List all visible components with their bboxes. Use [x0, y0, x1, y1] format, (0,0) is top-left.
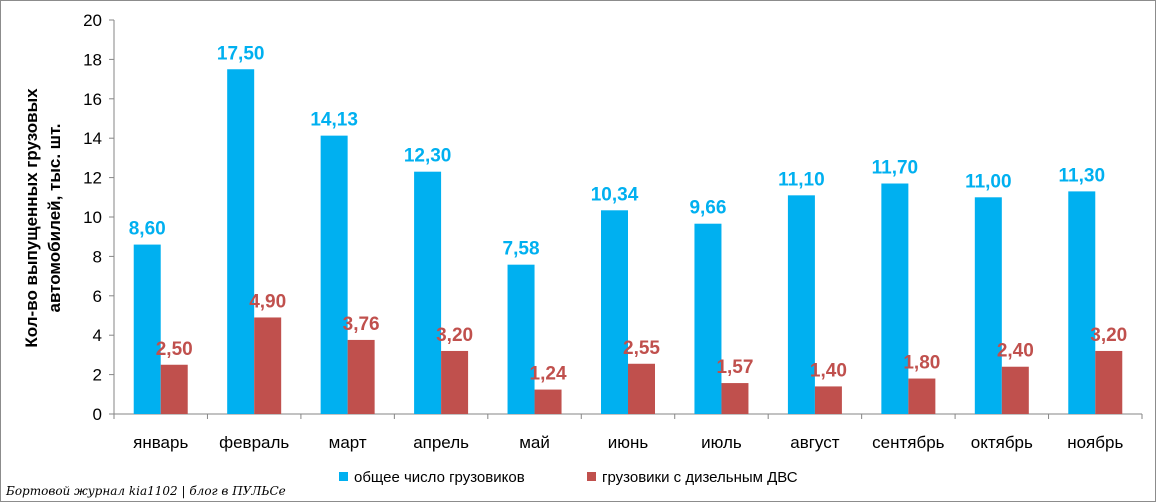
- bar-diesel: [160, 364, 188, 414]
- legend-label-diesel: грузовики с дизельным ДВС: [602, 469, 798, 486]
- category-label: июнь: [608, 433, 649, 452]
- data-label-diesel: 1,40: [810, 360, 847, 381]
- bar-diesel: [628, 363, 655, 414]
- legend-swatch-diesel: [587, 472, 596, 481]
- category-label: апрель: [413, 433, 469, 452]
- bar-total: [601, 210, 628, 414]
- y-tick-label: 6: [93, 287, 102, 306]
- legend: общее число грузовиков грузовики с дизел…: [339, 469, 798, 486]
- bar-total: [1068, 191, 1096, 414]
- data-label-total: 17,50: [217, 43, 265, 64]
- category-label: февраль: [219, 433, 289, 452]
- bar-diesel: [908, 378, 936, 414]
- category-label: сентябрь: [872, 433, 945, 452]
- data-label-total: 14,13: [310, 110, 358, 131]
- y-tick-label: 10: [83, 208, 102, 227]
- data-label-diesel: 2,40: [997, 341, 1034, 362]
- watermark: Бортовой журнал kia1102 | блог в ПУЛЬСе: [6, 484, 286, 498]
- data-label-total: 11,00: [965, 171, 1012, 192]
- y-axis-title: Кол-во выпущенных грузовых автомобилей, …: [22, 88, 64, 348]
- y-tick-label: 4: [93, 326, 102, 345]
- y-tick-label: 2: [93, 366, 102, 385]
- data-label-total: 7,58: [503, 239, 540, 260]
- y-axis-title-line-1: Кол-во выпущенных грузовых: [22, 88, 41, 348]
- y-tick-label: 20: [83, 11, 102, 30]
- bar-total: [414, 171, 442, 414]
- bars: [133, 69, 1123, 414]
- y-axis-title-line-2: автомобилей, тыс. шт.: [45, 123, 64, 312]
- bar-diesel: [1095, 350, 1123, 414]
- category-label: июль: [701, 433, 742, 452]
- category-label: март: [329, 433, 367, 452]
- bar-diesel: [347, 339, 375, 414]
- legend-swatch-total: [339, 472, 348, 481]
- bar-diesel: [1001, 366, 1029, 414]
- y-tick-label: 14: [83, 129, 102, 148]
- category-label: август: [790, 433, 839, 452]
- data-label-diesel: 3,20: [1090, 325, 1127, 346]
- bar-diesel: [721, 383, 749, 414]
- bar-diesel: [441, 350, 469, 414]
- y-tick-label: 18: [83, 50, 102, 69]
- data-label-total: 8,60: [129, 219, 166, 240]
- bar-total: [507, 264, 535, 414]
- data-label-diesel: 3,76: [343, 314, 380, 335]
- data-label-total: 11,70: [872, 158, 919, 179]
- data-label-total: 11,30: [1059, 165, 1106, 186]
- data-label-diesel: 4,90: [249, 291, 286, 312]
- y-tick-label: 16: [83, 90, 102, 109]
- bar-total: [974, 197, 1002, 414]
- y-tick-label: 8: [93, 247, 102, 266]
- bar-total: [320, 135, 348, 414]
- bar-diesel: [254, 317, 282, 414]
- data-label-diesel: 1,24: [530, 364, 567, 385]
- data-label-diesel: 1,80: [903, 353, 940, 374]
- bar-total: [881, 183, 909, 414]
- bar-total: [694, 223, 722, 414]
- y-tick-label: 12: [83, 169, 102, 188]
- y-tick-label: 0: [93, 405, 102, 424]
- data-label-total: 9,66: [689, 198, 726, 219]
- legend-label-total: общее число грузовиков: [354, 469, 525, 486]
- data-label-total: 12,30: [404, 146, 452, 167]
- data-label-diesel: 2,55: [623, 338, 660, 359]
- bar-diesel: [814, 386, 842, 414]
- data-label-diesel: 1,57: [716, 357, 753, 378]
- category-label: октябрь: [971, 433, 1033, 452]
- bar-total: [787, 195, 815, 414]
- bar-diesel: [534, 389, 562, 414]
- category-label: ноябрь: [1067, 433, 1123, 452]
- y-tick-labels: 0 2 4 6 8 10 12 14 16 18 20: [83, 11, 102, 424]
- bar-total: [133, 244, 161, 414]
- bar-total: [227, 69, 255, 414]
- category-label: январь: [133, 433, 188, 452]
- category-label: май: [519, 433, 550, 452]
- data-label-diesel: 2,50: [156, 339, 193, 360]
- data-label-total: 11,10: [778, 169, 825, 190]
- data-label-total: 10,34: [591, 184, 639, 205]
- category-labels: январь февраль март апрель май июнь июль август…: [133, 433, 1123, 452]
- data-label-diesel: 3,20: [436, 325, 473, 346]
- data-labels: 8,60 2,50 17,50 4,90 14,13 3,76 12,30 3,20 7,58 1…: [129, 43, 1128, 384]
